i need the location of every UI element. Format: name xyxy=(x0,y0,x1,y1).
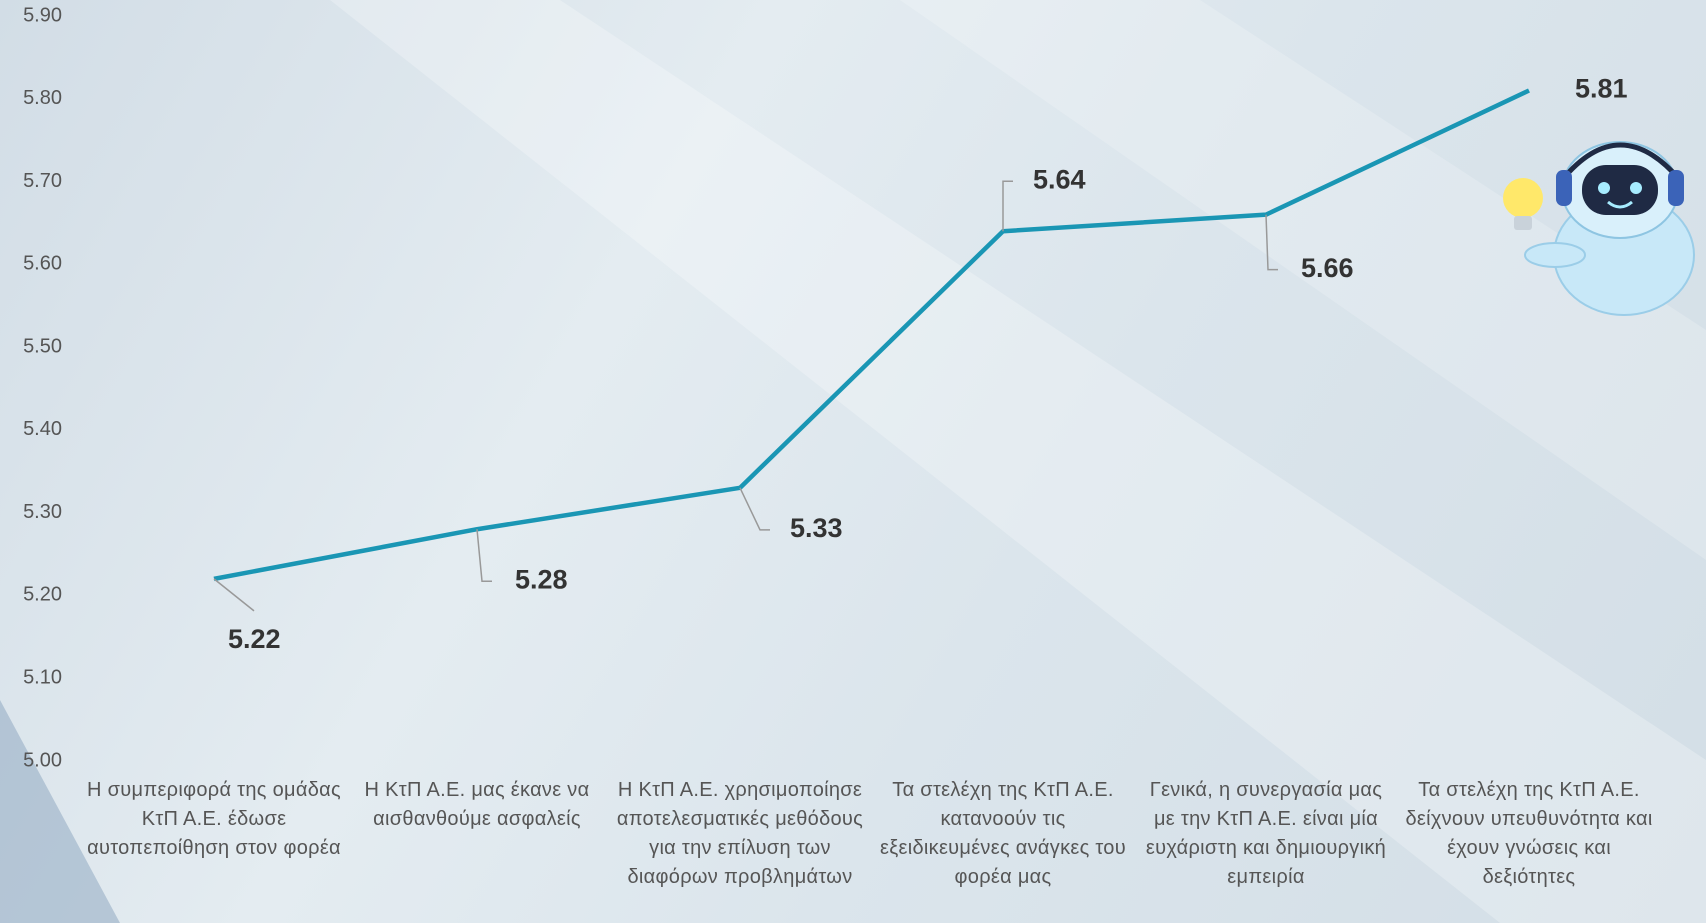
leader-line xyxy=(1265,214,1278,271)
y-tick-label: 5.10 xyxy=(23,667,62,689)
y-tick-label: 5.60 xyxy=(23,253,62,275)
data-label: 5.81 xyxy=(1575,74,1628,104)
data-label: 5.28 xyxy=(515,564,568,594)
data-label: 5.33 xyxy=(790,513,843,543)
data-line xyxy=(213,88,1530,582)
y-tick-label: 5.00 xyxy=(23,749,62,771)
x-tick-label: Τα στελέχη της ΚτΠ Α.Ε. δείχνουν υπευθυν… xyxy=(1405,779,1653,888)
y-tick-label: 5.70 xyxy=(23,170,62,192)
x-tick-label: Η ΚτΠ Α.Ε. μας έκανε να αισθανθούμε ασφα… xyxy=(364,779,590,830)
data-label: 5.66 xyxy=(1301,253,1354,283)
background-band xyxy=(330,0,1706,923)
leader-line xyxy=(476,529,492,582)
leader-line xyxy=(1002,180,1013,232)
background-corner xyxy=(0,700,120,923)
y-tick-label: 5.80 xyxy=(23,87,62,109)
y-tick-label: 5.20 xyxy=(23,584,62,606)
y-tick-label: 5.30 xyxy=(23,501,62,523)
robot-icon xyxy=(1503,141,1695,316)
leader-line xyxy=(739,487,770,531)
y-tick-label: 5.50 xyxy=(23,335,62,357)
x-tick-label: Η ΚτΠ Α.Ε. χρησιμοποίησε αποτελεσματικές… xyxy=(616,779,864,888)
data-label: 5.64 xyxy=(1033,164,1086,194)
x-tick-label: Γενικά, η συνεργασία μας με την ΚτΠ Α.Ε.… xyxy=(1145,779,1387,888)
y-tick-label: 5.90 xyxy=(23,4,62,26)
background-band xyxy=(900,0,1706,560)
data-label: 5.22 xyxy=(228,624,281,654)
leader-line xyxy=(213,578,255,612)
y-tick-label: 5.40 xyxy=(23,418,62,440)
x-tick-label: Τα στελέχη της ΚτΠ Α.Ε. κατανοούν τις εξ… xyxy=(880,779,1126,888)
x-tick-label: Η συμπεριφορά της ομάδας ΚτΠ Α.Ε. έδωσε … xyxy=(87,779,341,859)
